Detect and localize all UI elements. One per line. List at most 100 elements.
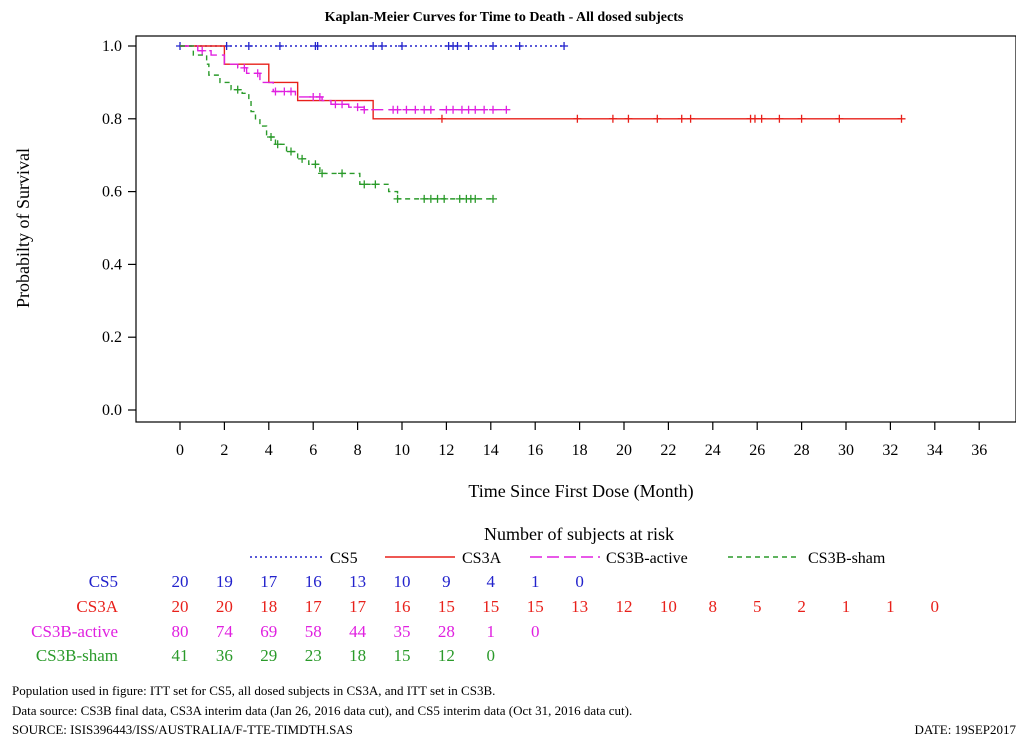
censor-mark bbox=[560, 42, 569, 50]
censor-mark bbox=[287, 87, 295, 96]
at-risk-value: 69 bbox=[260, 622, 277, 641]
legend-label: CS3B-active bbox=[606, 550, 688, 567]
x-tick-label: 4 bbox=[265, 442, 273, 459]
censor-mark bbox=[311, 160, 320, 169]
footnote-date: DATE: 19SEP2017 bbox=[914, 722, 1016, 737]
x-axis: 0 2 4 6 8 10 12 14 16 18 20 22 24 26 28 30 32 34 36 bbox=[176, 422, 987, 459]
km-line-cs3b-sham bbox=[180, 45, 494, 200]
x-tick-label: 28 bbox=[794, 442, 810, 459]
at-risk-value: 17 bbox=[349, 597, 367, 616]
at-risk-value: 9 bbox=[442, 572, 451, 591]
censor-mark bbox=[267, 133, 276, 141]
legend-label: CS3B-sham bbox=[808, 550, 886, 567]
at-risk-value: 0 bbox=[531, 622, 540, 641]
censor-mark bbox=[440, 194, 449, 203]
x-tick-label: 32 bbox=[882, 442, 898, 459]
y-tick-label: 0.0 bbox=[102, 402, 122, 419]
censor-mark bbox=[275, 42, 284, 50]
at-risk-value: 18 bbox=[260, 597, 277, 616]
censor-mark bbox=[653, 114, 662, 123]
censor-mark bbox=[271, 87, 280, 96]
at-risk-value: 29 bbox=[260, 646, 277, 665]
at-risk-value: 58 bbox=[305, 622, 322, 641]
at-risk-value: 20 bbox=[172, 572, 189, 591]
censor-mark bbox=[502, 105, 511, 114]
y-tick-label: 0.4 bbox=[102, 256, 122, 273]
censor-mark bbox=[360, 105, 369, 114]
censor-mark bbox=[608, 114, 617, 123]
at-risk-value: 15 bbox=[527, 597, 544, 616]
at-risk-row-label: CS3B-sham bbox=[36, 646, 118, 665]
censor-mark bbox=[471, 194, 480, 203]
chart-title: Kaplan-Meier Curves for Time to Death - … bbox=[325, 10, 684, 25]
at-risk-row-label: CS3A bbox=[76, 597, 118, 616]
censor-mark bbox=[489, 105, 498, 114]
censor-mark bbox=[318, 169, 327, 178]
at-risk-value: 1 bbox=[842, 597, 851, 616]
legend-label: CS3A bbox=[462, 550, 502, 567]
at-risk-value: 20 bbox=[172, 597, 189, 616]
at-risk-heading: Number of subjects at risk bbox=[484, 524, 674, 544]
at-risk-value: 20 bbox=[216, 597, 233, 616]
censor-mark bbox=[897, 114, 906, 123]
censor-mark bbox=[287, 147, 295, 156]
at-risk-value: 1 bbox=[487, 622, 496, 641]
x-tick-label: 34 bbox=[927, 442, 943, 459]
x-tick-label: 20 bbox=[616, 442, 632, 459]
censor-mark bbox=[369, 42, 378, 50]
censor-mark bbox=[402, 105, 411, 114]
km-curves bbox=[176, 42, 906, 203]
y-tick-label: 0.8 bbox=[102, 111, 122, 128]
at-risk-value: 5 bbox=[753, 597, 762, 616]
censor-mark bbox=[489, 194, 498, 203]
censor-mark bbox=[338, 169, 347, 178]
censor-mark bbox=[398, 42, 406, 50]
x-tick-label: 0 bbox=[176, 442, 184, 459]
censor-mark bbox=[757, 114, 766, 123]
censor-mark bbox=[464, 42, 473, 50]
footnote-population: Population used in figure: ITT set for C… bbox=[12, 683, 496, 698]
plot-frame bbox=[135, 35, 1016, 423]
censor-mark bbox=[775, 114, 784, 123]
censor-mark bbox=[449, 105, 458, 114]
at-risk-value: 10 bbox=[660, 597, 677, 616]
censor-mark bbox=[253, 69, 262, 78]
at-risk-row-label: CS3B-active bbox=[31, 622, 118, 641]
censor-mark bbox=[378, 42, 387, 50]
x-axis-label: Time Since First Dose (Month) bbox=[468, 481, 693, 502]
at-risk-value: 13 bbox=[571, 597, 588, 616]
at-risk-value: 4 bbox=[487, 572, 496, 591]
censor-mark bbox=[393, 105, 402, 114]
x-tick-label: 22 bbox=[660, 442, 676, 459]
censor-mark bbox=[686, 114, 695, 123]
at-risk-value: 16 bbox=[394, 597, 411, 616]
censor-mark bbox=[371, 180, 380, 189]
at-risk-value: 18 bbox=[349, 646, 366, 665]
at-risk-value: 1 bbox=[886, 597, 895, 616]
at-risk-value: 1 bbox=[531, 572, 540, 591]
at-risk-value: 15 bbox=[482, 597, 499, 616]
legend: CS5 CS3A CS3B-active CS3B-sham bbox=[250, 550, 886, 567]
censor-mark bbox=[797, 114, 806, 123]
footnote-source: SOURCE: ISIS396443/ISS/AUSTRALIA/F-TTE-T… bbox=[12, 722, 353, 737]
km-chart: Kaplan-Meier Curves for Time to Death - … bbox=[13, 10, 1016, 665]
x-tick-label: 30 bbox=[838, 442, 854, 459]
censor-mark bbox=[273, 140, 282, 149]
censor-mark bbox=[233, 85, 242, 94]
y-tick-label: 0.2 bbox=[102, 329, 122, 346]
at-risk-value: 0 bbox=[575, 572, 584, 591]
censor-mark bbox=[471, 105, 480, 114]
x-tick-label: 36 bbox=[971, 442, 987, 459]
at-risk-value: 28 bbox=[438, 622, 455, 641]
censor-mark bbox=[453, 42, 462, 50]
censor-mark bbox=[624, 114, 633, 123]
at-risk-value: 17 bbox=[305, 597, 323, 616]
censor-mark bbox=[198, 46, 207, 55]
x-tick-label: 10 bbox=[394, 442, 410, 459]
censor-mark bbox=[426, 105, 435, 114]
at-risk-value: 36 bbox=[216, 646, 233, 665]
y-axis: 0.0 0.2 0.4 0.6 0.8 1.0 bbox=[102, 38, 136, 419]
x-tick-label: 8 bbox=[354, 442, 362, 459]
at-risk-value: 23 bbox=[305, 646, 322, 665]
